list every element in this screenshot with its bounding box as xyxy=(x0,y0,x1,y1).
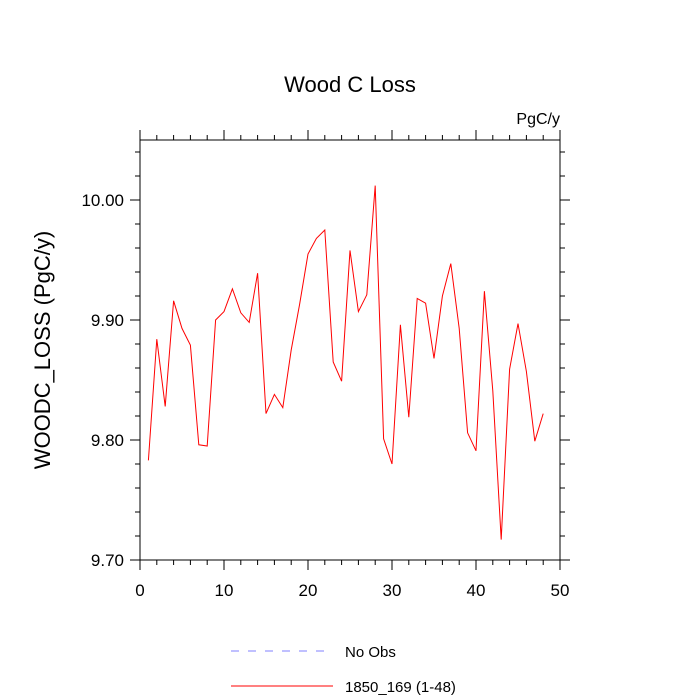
y-tick-label: 9.90 xyxy=(91,311,124,330)
legend-label: No Obs xyxy=(345,644,396,661)
x-tick-label: 30 xyxy=(383,581,402,600)
x-tick-label: 0 xyxy=(135,581,144,600)
y-tick-label: 10.00 xyxy=(81,191,124,210)
x-tick-label: 40 xyxy=(467,581,486,600)
chart-title: Wood C Loss xyxy=(284,72,416,97)
plot-frame xyxy=(139,139,561,561)
y-tick-label: 9.80 xyxy=(91,431,124,450)
legend-label: 1850_169 (1-48) xyxy=(345,679,456,696)
x-tick-label: 20 xyxy=(299,581,318,600)
y-axis-label: WOODC_LOSS (PgC/y) xyxy=(30,231,55,469)
legend: No Obs 1850_169 (1-48) xyxy=(231,644,456,696)
y-tick-label: 9.70 xyxy=(91,551,124,570)
axis-ticks xyxy=(130,130,570,570)
x-tick-label: 50 xyxy=(551,581,570,600)
units-label: PgC/y xyxy=(516,111,560,128)
series-layer xyxy=(147,185,544,540)
series-line xyxy=(147,185,544,540)
axis-tick-labels: 0 10 20 30 40 50 9.70 9.80 9.90 10.00 xyxy=(81,191,569,600)
x-tick-label: 10 xyxy=(215,581,234,600)
